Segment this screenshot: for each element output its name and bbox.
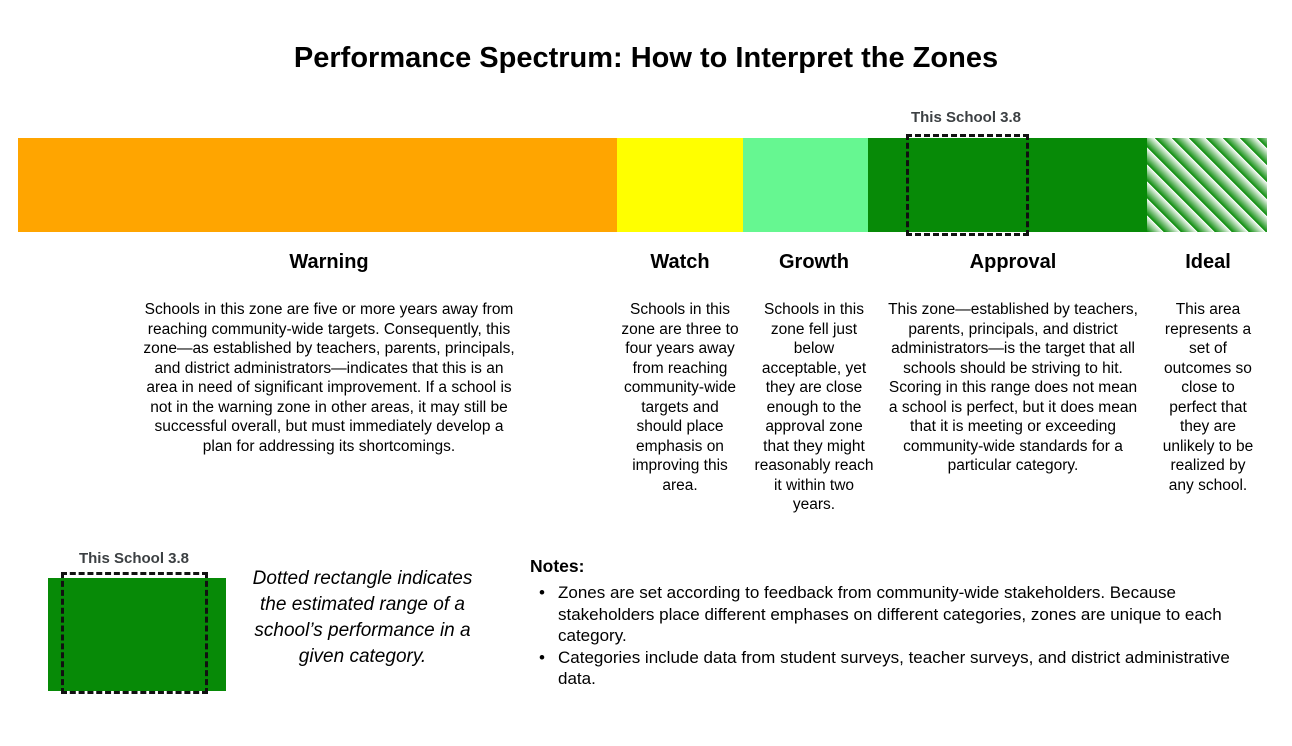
legend-range-marker-rect <box>61 572 208 694</box>
zone-heading-growth: Growth <box>779 251 849 273</box>
zone-column-ideal: Ideal This area represents a set of outc… <box>1156 250 1260 495</box>
zone-description-growth: Schools in this zone fell just below acc… <box>754 301 874 513</box>
zone-column-approval: Approval This zone—established by teache… <box>885 250 1141 476</box>
zone-description-approval: This zone—established by teachers, paren… <box>888 301 1138 474</box>
zone-ideal-segment <box>1147 138 1267 232</box>
page-title: Performance Spectrum: How to Interpret t… <box>293 42 999 74</box>
notes-list: Zones are set according to feedback from… <box>530 582 1242 690</box>
notes-section: Notes: Zones are set according to feedba… <box>530 556 1242 690</box>
legend-school-score-label: This School 3.8 <box>78 550 190 567</box>
zone-column-watch: Watch Schools in this zone are three to … <box>620 250 740 495</box>
school-range-marker-rect <box>906 134 1029 236</box>
zone-heading-watch: Watch <box>650 251 710 273</box>
zone-description-watch: Schools in this zone are three to four y… <box>621 301 739 494</box>
legend-caption: Dotted rectangle indicates the estimated… <box>252 568 473 667</box>
zone-growth-segment <box>743 138 868 232</box>
notes-heading: Notes: <box>530 556 585 576</box>
zone-column-growth: Growth Schools in this zone fell just be… <box>753 250 875 515</box>
zone-watch-segment <box>617 138 743 232</box>
zone-description-ideal: This area represents a set of outcomes s… <box>1162 301 1254 494</box>
zone-heading-warning: Warning <box>289 251 369 273</box>
notes-item: Categories include data from student sur… <box>539 647 1242 690</box>
notes-item: Zones are set according to feedback from… <box>539 582 1242 647</box>
zone-column-warning: Warning Schools in this zone are five or… <box>143 250 515 456</box>
performance-spectrum-bar <box>18 134 1267 236</box>
school-score-label: This School 3.8 <box>910 109 1022 126</box>
zone-warning-segment <box>18 138 617 232</box>
zone-description-warning: Schools in this zone are five or more ye… <box>143 301 515 455</box>
legend-approval-swatch <box>48 578 226 691</box>
zone-heading-ideal: Ideal <box>1185 251 1231 273</box>
zone-approval-segment <box>868 138 1147 232</box>
zone-heading-approval: Approval <box>969 251 1057 273</box>
